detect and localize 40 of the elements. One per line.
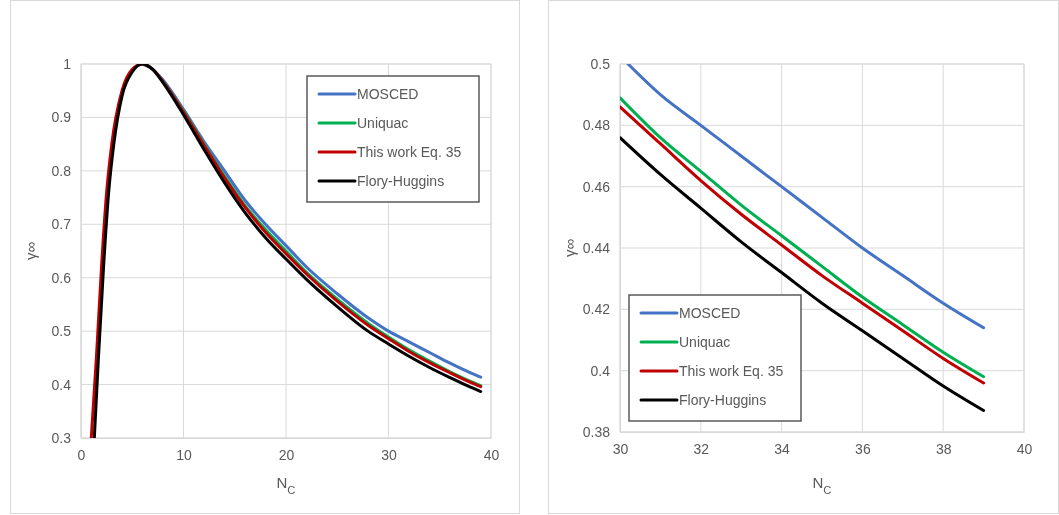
y-tick-label: 0.8 — [51, 162, 72, 179]
y-tick-label: 0.42 — [582, 301, 611, 318]
x-tick-label: 38 — [935, 440, 952, 457]
x-tick-label: 40 — [483, 446, 500, 463]
legend-label: Uniquac — [357, 115, 409, 131]
x-tick-label: 0 — [77, 446, 86, 463]
x-axis-title: N$_{C}$ — [812, 474, 832, 496]
legend-label: MOSCED — [679, 305, 741, 321]
legend-label: Flory-Huggins — [357, 173, 445, 189]
legend-label: Flory-Huggins — [679, 392, 767, 408]
x-tick-label: 34 — [774, 440, 791, 457]
y-tick-label: 0.44 — [582, 239, 611, 256]
x-tick-label: 10 — [176, 446, 192, 463]
x-tick-label: 30 — [381, 446, 397, 463]
y-axis-title: γ∞ — [22, 241, 39, 261]
legend-label: MOSCED — [357, 86, 419, 102]
y-tick-label: 0.5 — [51, 323, 72, 340]
y-axis-title: γ∞ — [561, 238, 578, 258]
y-tick-label: 0.4 — [590, 362, 611, 379]
x-tick-label: 36 — [855, 440, 871, 457]
y-tick-label: 0.3 — [51, 429, 72, 446]
legend-label: This work Eq. 35 — [357, 144, 462, 160]
legend-label: This work Eq. 35 — [679, 363, 784, 379]
y-tick-label: 0.5 — [590, 55, 611, 72]
x-tick-label: 40 — [1016, 440, 1033, 457]
x-tick-label: 32 — [693, 440, 710, 457]
x-tick-label: 30 — [612, 440, 629, 457]
y-tick-label: 0.6 — [51, 269, 72, 286]
y-tick-label: 0.48 — [582, 117, 611, 134]
x-tick-label: 20 — [278, 446, 295, 463]
x-axis-title: N$_{C}$ — [276, 474, 296, 496]
y-tick-label: 1 — [63, 55, 72, 72]
y-tick-label: 0.46 — [582, 178, 611, 195]
y-tick-label: 0.38 — [582, 423, 611, 440]
y-tick-label: 0.7 — [51, 216, 72, 233]
line-series — [626, 64, 986, 330]
y-tick-label: 0.9 — [51, 109, 72, 126]
y-tick-label: 0.4 — [51, 376, 72, 393]
line-series — [620, 136, 986, 413]
legend-label: Uniquac — [679, 334, 731, 350]
